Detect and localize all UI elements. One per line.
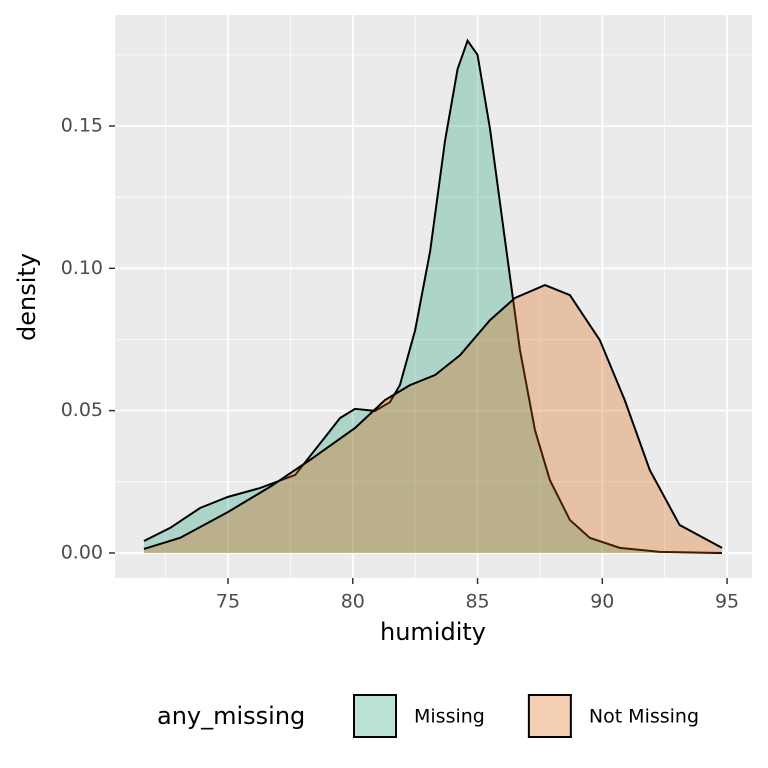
x-tick-label: 90 [590, 591, 614, 613]
y-tick-label: 0.05 [61, 399, 103, 421]
panel [115, 15, 752, 578]
density-line [143, 284, 723, 550]
legend-key [354, 695, 396, 737]
legend-key [528, 695, 571, 737]
x-tick-label: 95 [715, 591, 739, 613]
x-tick-label: 85 [465, 591, 489, 613]
legend-swatch [353, 694, 397, 738]
x-axis-title: humidity [380, 618, 486, 646]
y-tick-label: 0.00 [61, 541, 103, 563]
legend-label: Missing [414, 706, 485, 728]
y-tick-label: 0.10 [61, 257, 103, 279]
legend-title: any_missing [157, 702, 305, 730]
y-tick-label: 0.15 [61, 115, 103, 137]
y-axis-title: density [13, 253, 41, 341]
x-tick-label: 75 [216, 591, 240, 613]
legend-label: Not Missing [589, 706, 699, 728]
x-tick-label: 80 [341, 591, 365, 613]
legend-swatch [527, 694, 572, 738]
density-area [143, 285, 723, 553]
density-area [143, 40, 723, 553]
